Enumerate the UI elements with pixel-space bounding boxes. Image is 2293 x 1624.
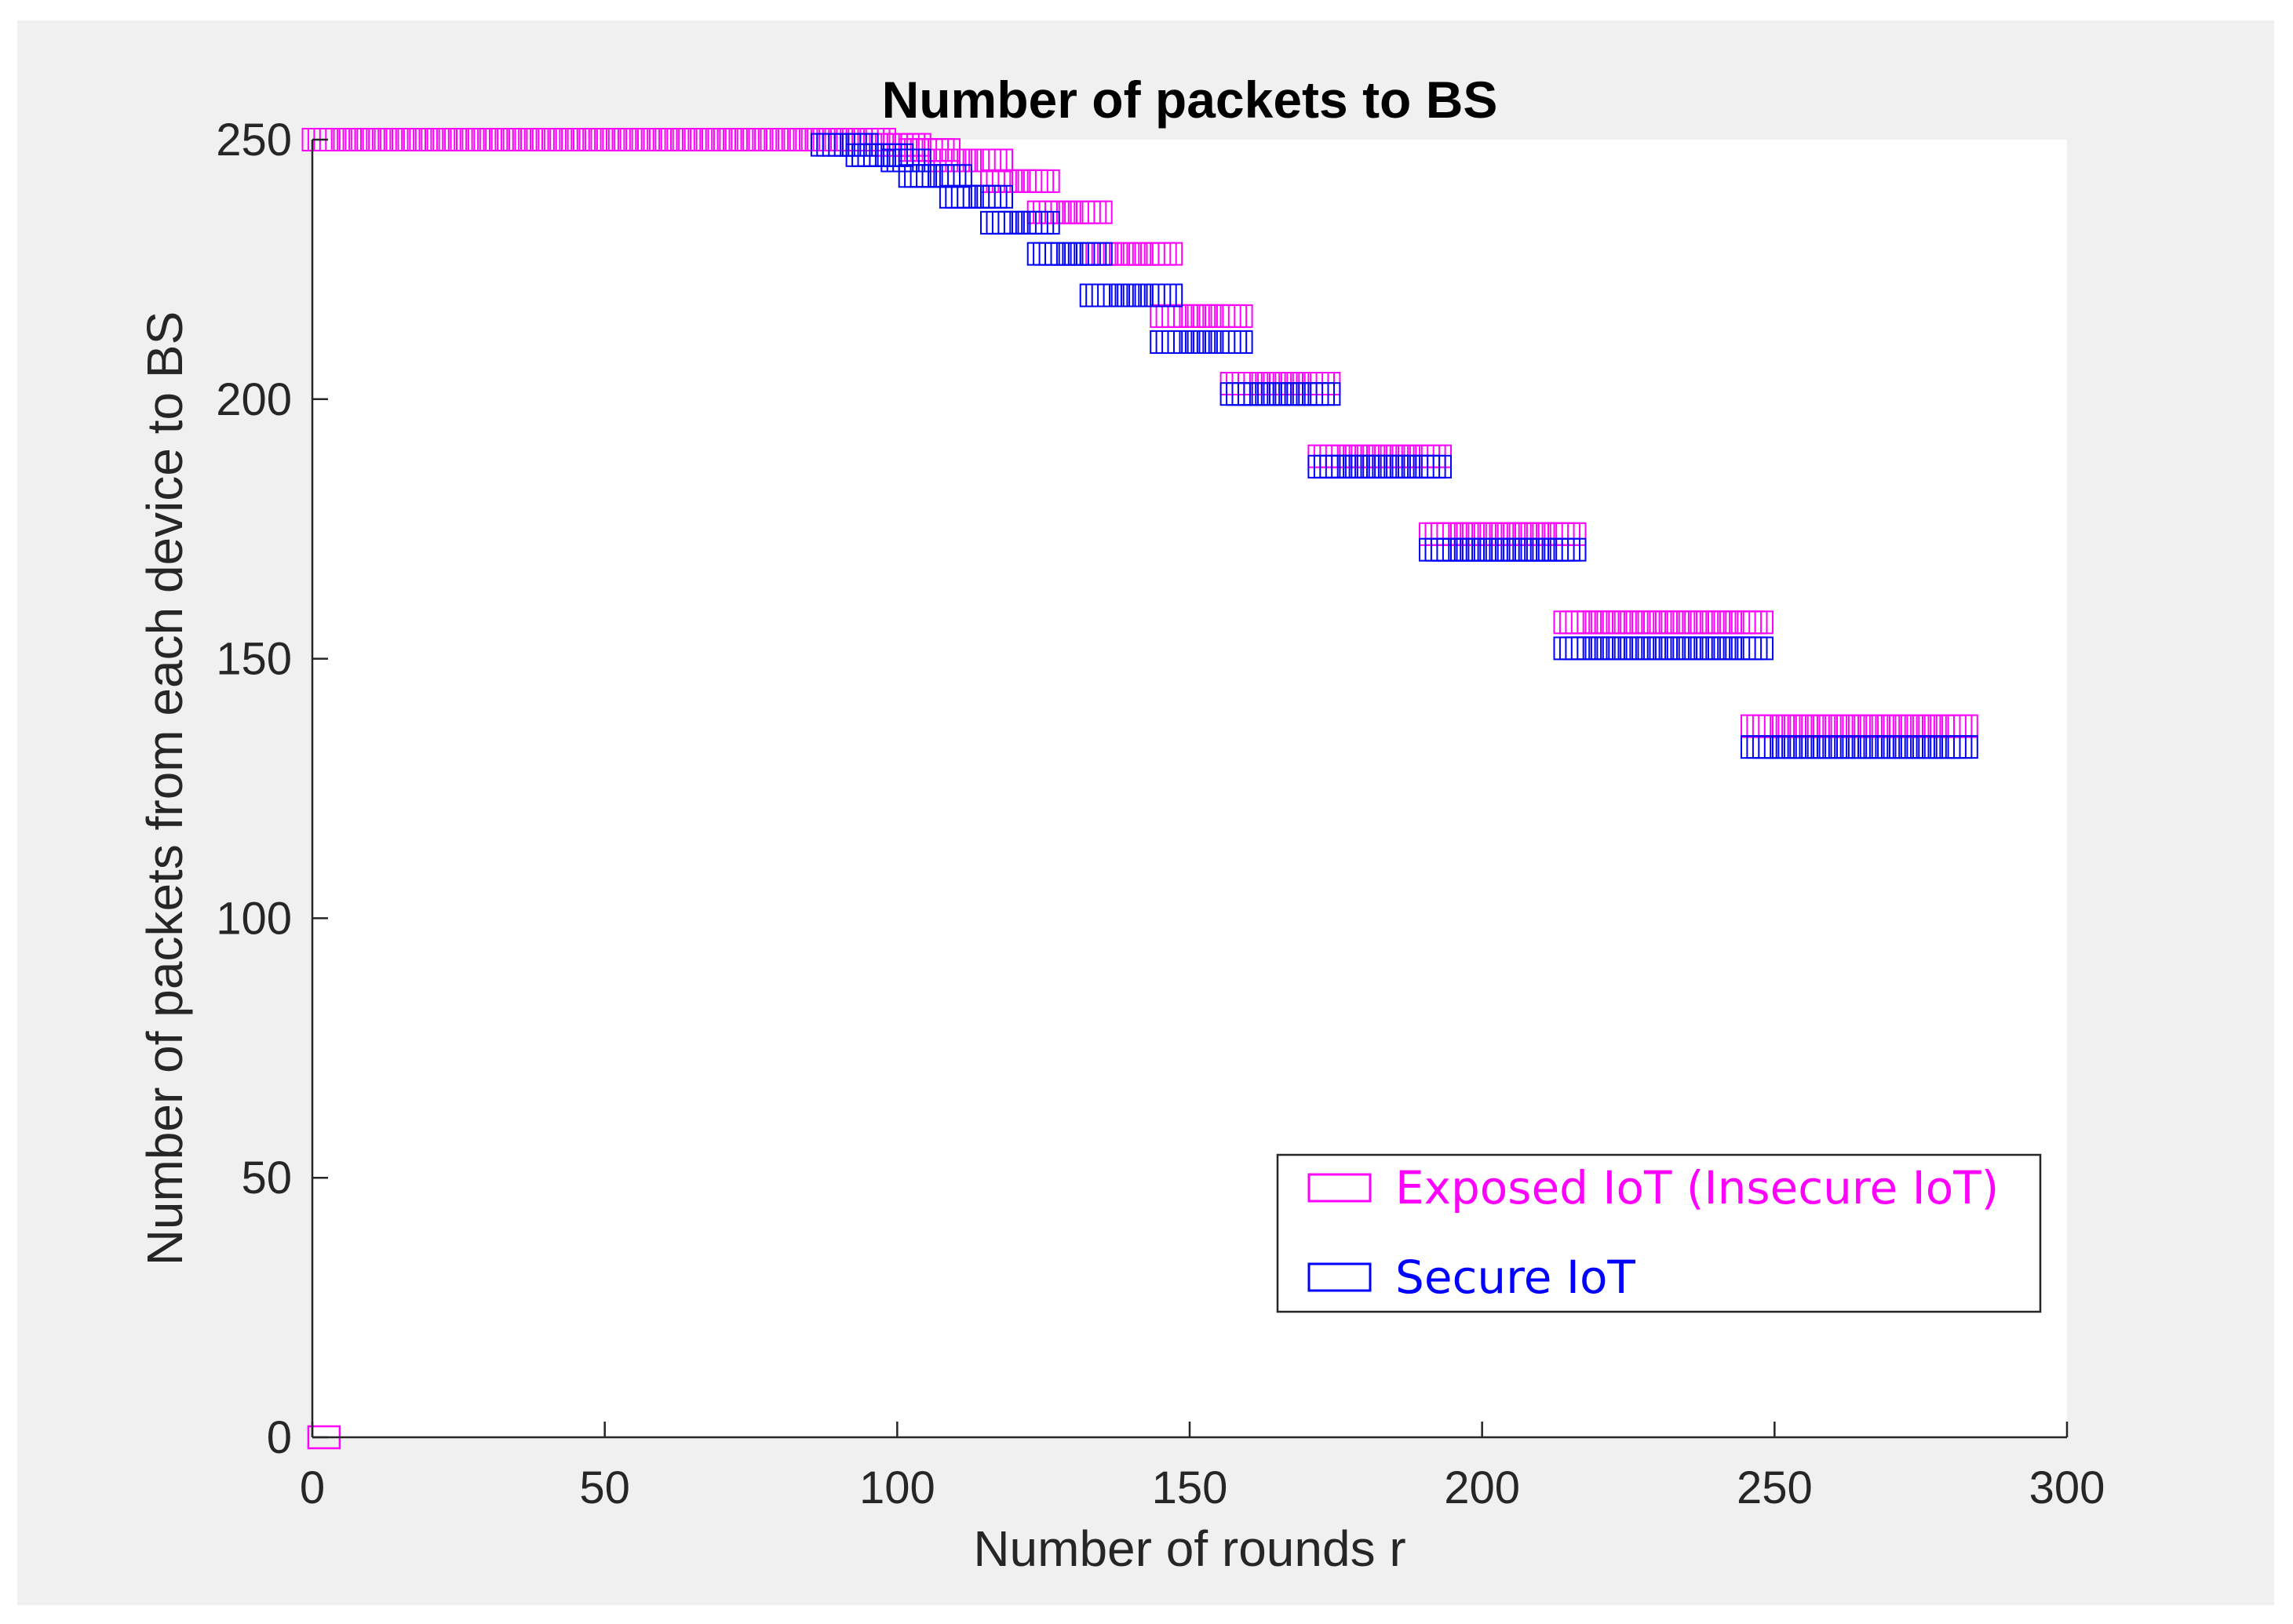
x-tick-label: 0: [300, 1462, 325, 1513]
data-point: [1026, 169, 1060, 193]
data-point: [1307, 382, 1341, 406]
data-point: [1419, 454, 1452, 479]
data-point: [1079, 200, 1113, 224]
series-layer: [301, 128, 1978, 1450]
data-point: [1945, 714, 1978, 738]
data-point: [980, 148, 1013, 173]
x-tick-label: 100: [859, 1462, 935, 1513]
series-secure: [810, 133, 1978, 759]
data-point: [1150, 242, 1183, 266]
data-point: [898, 148, 931, 173]
data-point: [1741, 610, 1774, 635]
y-axis-title: Number of packets from each device to BS: [137, 311, 193, 1266]
y-tick-label: 0: [267, 1412, 292, 1463]
y-tick-label: 250: [216, 115, 292, 166]
data-point: [1219, 304, 1253, 328]
legend-label-exposed: Exposed IoT (Insecure IoT): [1395, 1161, 1999, 1214]
y-tick-label: 50: [241, 1152, 292, 1203]
figure-background: 0 50 100 150 200 250 300 0 50 100 150 200 250 Number…: [17, 20, 2274, 1605]
data-point: [1945, 735, 1978, 759]
x-tick-label: 200: [1444, 1462, 1520, 1513]
data-point: [939, 164, 972, 188]
data-point: [1553, 537, 1587, 562]
axes-layer: 0 50 100 150 200 250 300 0 50 100 150 200 250: [216, 115, 2105, 1513]
x-tick-label: 250: [1737, 1462, 1813, 1513]
y-tick-label: 200: [216, 374, 292, 425]
data-point: [1741, 636, 1774, 661]
y-tick-label: 150: [216, 634, 292, 685]
data-point: [1026, 210, 1060, 235]
chart-title: Number of packets to BS: [882, 71, 1498, 129]
legend-marker-secure: [1307, 1262, 1372, 1292]
data-point: [1219, 330, 1253, 354]
x-tick-label: 300: [2029, 1462, 2105, 1513]
data-point: [980, 184, 1013, 209]
data-point: [1150, 283, 1183, 308]
data-point: [1079, 242, 1113, 266]
x-axis-title: Number of rounds r: [973, 1520, 1405, 1577]
chart-svg: 0 50 100 150 200 250 300 0 50 100 150 200 250 Number…: [137, 71, 2105, 1577]
legend: Exposed IoT (Insecure IoT) Secure IoT: [1276, 1153, 2042, 1313]
x-tick-label: 50: [579, 1462, 630, 1513]
legend-box: [1276, 1153, 2042, 1313]
x-tick-label: 150: [1152, 1462, 1228, 1513]
legend-label-secure: Secure IoT: [1395, 1251, 1635, 1304]
data-point: [1553, 522, 1587, 546]
y-tick-label: 100: [216, 893, 292, 944]
legend-marker-exposed: [1307, 1173, 1372, 1203]
